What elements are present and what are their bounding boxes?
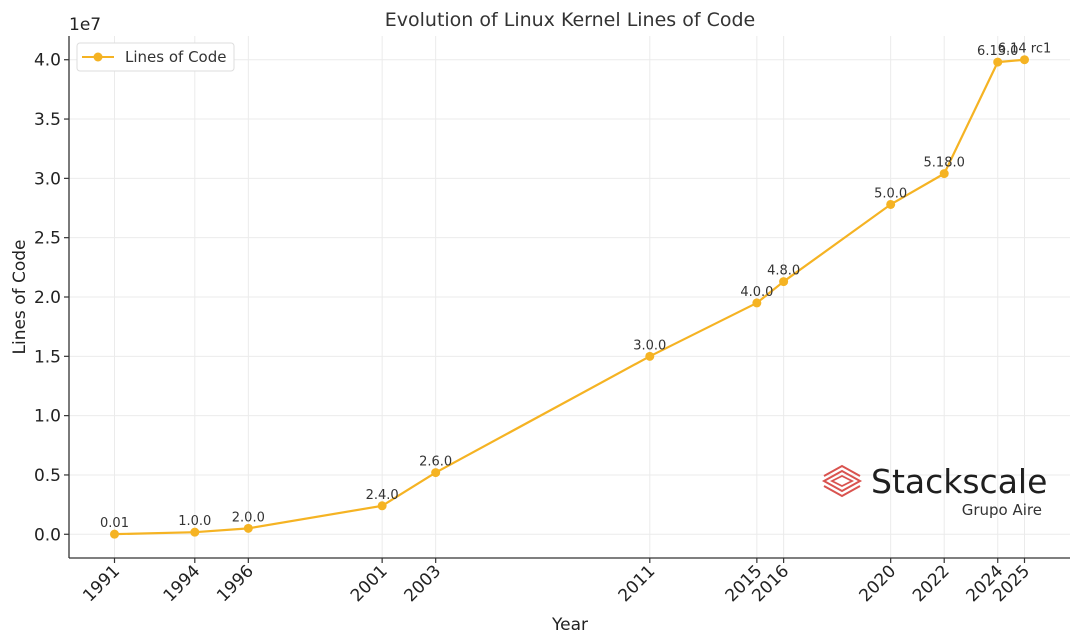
data-label: 6.14 rc1 bbox=[998, 42, 1052, 57]
y-tick-label: 1.5 bbox=[34, 347, 61, 367]
y-tick-label: 2.0 bbox=[34, 288, 61, 308]
x-tick-label: 2001 bbox=[347, 561, 392, 606]
data-label: 0.01 bbox=[100, 516, 129, 531]
data-label: 2.4.0 bbox=[366, 488, 399, 503]
data-label: 5.18.0 bbox=[924, 156, 965, 171]
legend-box bbox=[76, 42, 235, 72]
legend-marker-swatch bbox=[93, 52, 103, 62]
x-tick-label: 1996 bbox=[213, 561, 258, 606]
legend-label: Lines of Code bbox=[125, 48, 226, 66]
y-tick-label: 1.0 bbox=[34, 407, 61, 427]
data-point bbox=[243, 523, 253, 533]
data-point bbox=[190, 527, 200, 537]
series-lines-of-code bbox=[110, 55, 1029, 539]
data-label: 3.0.0 bbox=[633, 338, 666, 353]
data-label: 2.0.0 bbox=[232, 510, 265, 525]
data-point bbox=[645, 351, 655, 361]
data-point bbox=[431, 468, 441, 478]
x-tick-label: 2020 bbox=[855, 561, 900, 606]
data-point bbox=[110, 529, 119, 539]
y-tick-label: 3.5 bbox=[34, 110, 61, 130]
brand-name: Stackscale bbox=[871, 462, 1047, 501]
series-line bbox=[114, 58, 1025, 536]
data-label: 5.0.0 bbox=[874, 186, 907, 201]
data-point bbox=[1020, 55, 1029, 65]
brand-subtitle: Grupo Aire bbox=[962, 501, 1042, 519]
data-label: 2.6.0 bbox=[419, 455, 452, 470]
y-tick-label: 0.0 bbox=[34, 525, 61, 545]
data-point bbox=[752, 298, 762, 308]
y-axis-label: Lines of Code bbox=[10, 240, 30, 355]
x-tick-label: 2003 bbox=[400, 561, 445, 606]
x-tick-label: 2011 bbox=[615, 561, 660, 606]
data-label: 1.0.0 bbox=[178, 514, 211, 529]
data-labels: 0.01 1.0.0 2.0.0 2.4.0 2.6.0 3.0.0 4.0.0 4.8.0 5… bbox=[100, 42, 1051, 531]
x-axis-label: Year bbox=[551, 615, 588, 635]
y-ticks: 0.0 0.5 1.0 1.5 2.0 2.5 3.0 3.5 4.0 bbox=[34, 51, 69, 545]
data-label: 6.13.0 bbox=[977, 44, 1018, 59]
data-point bbox=[886, 199, 896, 209]
data-point bbox=[993, 57, 1003, 67]
data-label: 4.8.0 bbox=[767, 264, 800, 279]
x-tick-label: 1991 bbox=[79, 561, 124, 606]
chart-title: Evolution of Linux Kernel Lines of Code bbox=[385, 9, 755, 31]
legend: Lines of Code bbox=[76, 42, 235, 72]
y-tick-label: 2.5 bbox=[34, 229, 61, 249]
x-tick-label: 2022 bbox=[909, 561, 954, 606]
x-tick-label: 1994 bbox=[160, 561, 205, 606]
y-tick-label: 3.0 bbox=[34, 169, 61, 189]
y-tick-label: 0.5 bbox=[34, 466, 61, 486]
stackscale-watermark: Stackscale Grupo Aire bbox=[821, 462, 1047, 519]
data-point bbox=[377, 501, 387, 511]
data-point bbox=[779, 277, 789, 287]
stacked-layers-icon bbox=[821, 464, 863, 498]
y-offset-label: 1e7 bbox=[69, 15, 101, 35]
y-tick-label: 4.0 bbox=[34, 51, 61, 71]
data-point bbox=[939, 169, 949, 179]
data-label: 4.0.0 bbox=[740, 285, 773, 300]
